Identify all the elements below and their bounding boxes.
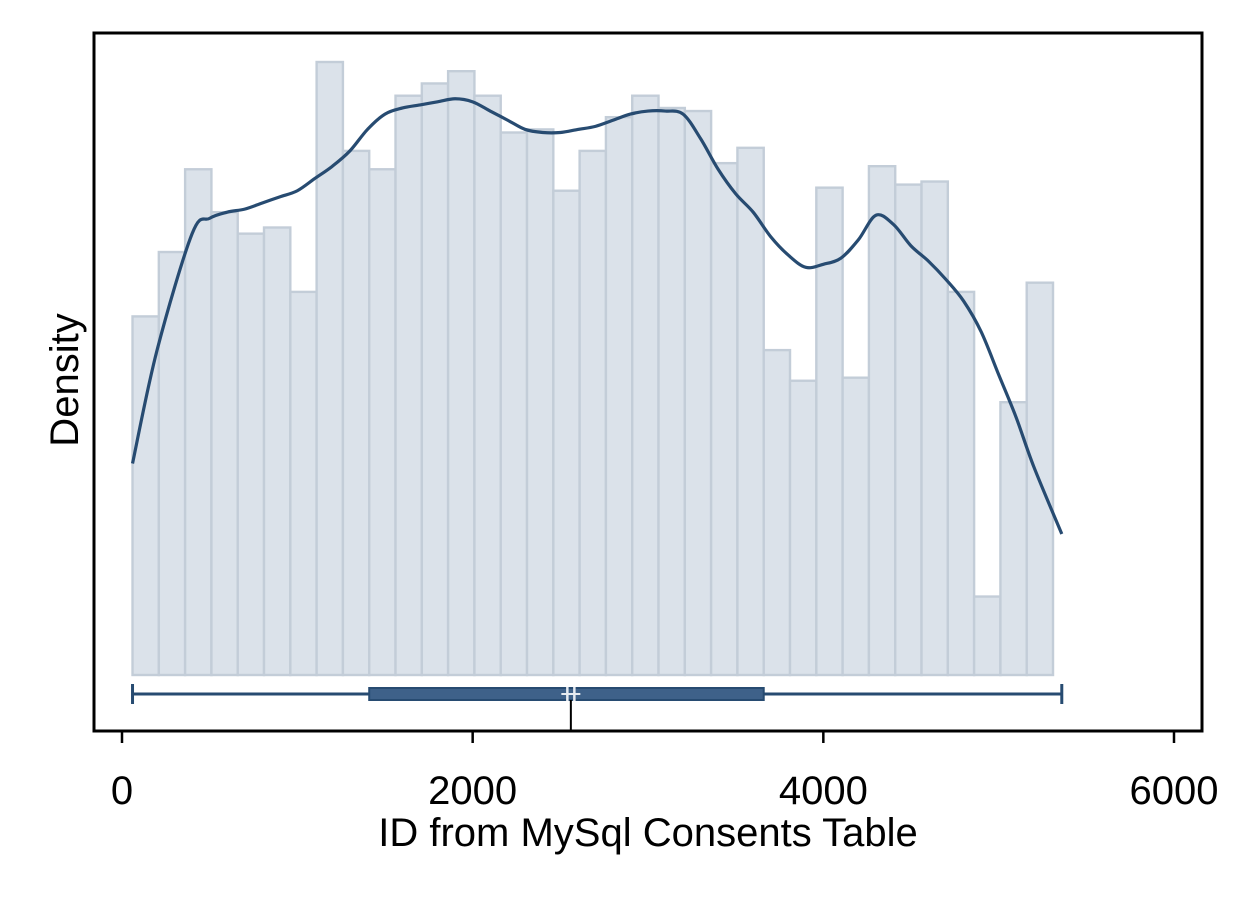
histogram-bar xyxy=(446,69,476,677)
histogram-bar xyxy=(683,109,713,677)
histogram-bar xyxy=(709,161,739,677)
histogram-bar xyxy=(788,379,818,677)
x-tick-label: 4000 xyxy=(779,769,868,813)
histogram-bar xyxy=(657,106,687,677)
x-tick-label: 0 xyxy=(111,769,133,813)
density-curve xyxy=(130,97,1064,535)
histogram-bar xyxy=(578,149,608,677)
boxplot xyxy=(131,684,1064,731)
histogram-bar xyxy=(552,189,581,677)
histogram-bar xyxy=(736,146,765,677)
histogram-bar xyxy=(867,165,897,677)
y-axis-title: Density xyxy=(43,313,87,446)
histogram-bar xyxy=(525,128,555,677)
histogram-bar xyxy=(157,250,187,677)
x-axis: 0 2000 4000 6000 xyxy=(111,731,1219,813)
histogram-bar xyxy=(210,210,239,677)
histogram-bar xyxy=(289,290,318,677)
plot-frame xyxy=(92,31,1204,733)
histogram-bar xyxy=(499,131,529,677)
histogram-bar xyxy=(183,168,213,677)
histogram-bar xyxy=(631,94,660,677)
histogram-bar xyxy=(920,180,950,677)
x-tick-label: 6000 xyxy=(1130,769,1219,813)
histogram-bar xyxy=(420,82,450,677)
histogram-bar xyxy=(262,226,292,677)
histogram-bar xyxy=(946,290,976,677)
histogram-bar xyxy=(236,232,266,677)
histogram-bars xyxy=(131,60,1055,677)
x-tick-label: 2000 xyxy=(428,769,517,813)
histogram-bar xyxy=(762,348,792,677)
histogram-bar xyxy=(473,94,502,677)
histogram-bar xyxy=(315,60,345,677)
histogram-bar xyxy=(341,149,371,677)
histogram-bar xyxy=(131,315,161,677)
x-axis-title: ID from MySql Consents Table xyxy=(378,811,917,855)
histogram-bar xyxy=(894,183,923,677)
histogram-bar xyxy=(972,595,1002,677)
histogram-bar xyxy=(841,376,871,677)
histogram-bar xyxy=(604,115,634,677)
histogram-bar xyxy=(999,401,1028,677)
histogram-bar xyxy=(394,94,424,677)
histogram-bar xyxy=(368,168,397,677)
histogram-bar xyxy=(815,186,844,677)
